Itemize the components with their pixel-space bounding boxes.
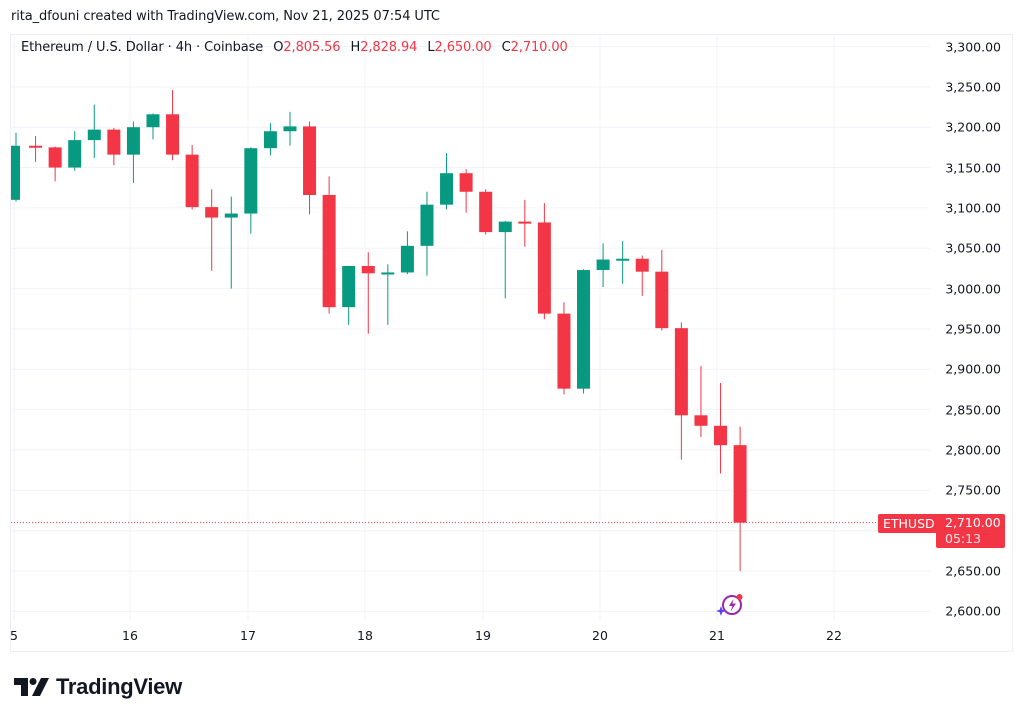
open-label: O xyxy=(273,40,284,55)
symbol-price-tag: ETHUSD xyxy=(878,514,940,533)
candle-down xyxy=(635,258,649,272)
candle-down xyxy=(714,425,728,446)
candle-down xyxy=(518,221,532,224)
candle-up xyxy=(400,245,414,273)
low-label: L xyxy=(427,40,435,55)
candle-down xyxy=(303,126,317,195)
price-tick-label: 3,250.00 xyxy=(945,79,1001,95)
symbol-title[interactable]: Ethereum / U.S. Dollar · 4h · Coinbase xyxy=(21,40,264,55)
price-tick-label: 3,200.00 xyxy=(945,119,1001,135)
candle-up xyxy=(244,148,258,214)
price-tick-label: 2,750.00 xyxy=(945,482,1001,498)
close-label: C xyxy=(501,40,511,55)
date-tick-label: 21 xyxy=(709,628,725,643)
chart-frame xyxy=(10,34,1013,652)
candle-down xyxy=(166,114,180,155)
candle-down xyxy=(107,129,121,155)
candle-down xyxy=(322,194,336,308)
candle-up xyxy=(126,127,140,155)
candle-up xyxy=(420,204,434,246)
price-tick-label: 2,900.00 xyxy=(945,361,1001,377)
candle-up xyxy=(440,173,454,205)
open-value: 2,805.56 xyxy=(283,40,341,55)
tradingview-wordmark: TradingView xyxy=(56,674,182,699)
candle-up xyxy=(616,258,630,261)
tradingview-logo-icon xyxy=(14,678,49,696)
candle-down xyxy=(655,271,669,329)
candle-up xyxy=(87,129,101,141)
price-tick-label: 2,950.00 xyxy=(945,321,1001,337)
price-tick-label: 3,150.00 xyxy=(945,160,1001,176)
price-tick-label: 3,300.00 xyxy=(945,39,1001,54)
candle-down xyxy=(674,328,688,416)
candle-down xyxy=(733,445,747,523)
high-label: H xyxy=(350,40,361,55)
candle-down xyxy=(185,154,199,208)
close-value: 2,710.00 xyxy=(510,40,568,55)
date-tick-label: 19 xyxy=(475,628,491,643)
price-tick-label: 2,850.00 xyxy=(945,402,1001,418)
price-tick-label: 2,650.00 xyxy=(945,563,1001,579)
candle-up xyxy=(263,131,277,149)
candle-down xyxy=(479,191,493,233)
low-value: 2,650.00 xyxy=(434,40,492,55)
candle-up xyxy=(11,145,20,200)
last-price-tag: 2,710.00 05:13 xyxy=(936,514,1005,548)
candle-up xyxy=(498,221,512,233)
date-tick-label: 22 xyxy=(826,628,842,643)
date-tick-label: 18 xyxy=(357,628,373,643)
candle-up xyxy=(68,140,82,168)
candle-up xyxy=(146,114,160,128)
tradingview-logo[interactable]: TradingView xyxy=(14,674,182,700)
candle-down xyxy=(205,207,219,218)
candle-down xyxy=(557,313,571,389)
chart-credit: rita_dfouni created with TradingView.com… xyxy=(11,9,440,24)
candle-down xyxy=(29,145,43,148)
date-tick-label: 20 xyxy=(592,628,608,643)
candle-up xyxy=(381,272,395,275)
candle-up xyxy=(283,126,297,132)
price-tick-label: 2,800.00 xyxy=(945,442,1001,458)
ai-spark-icon[interactable] xyxy=(715,592,745,618)
date-tick-label: 5 xyxy=(10,628,18,643)
date-tick-label: 17 xyxy=(240,628,256,643)
candle-down xyxy=(694,415,708,426)
candle-up xyxy=(596,259,610,271)
candle-up xyxy=(342,266,356,308)
price-tick-label: 3,050.00 xyxy=(945,240,1001,256)
bar-countdown: 05:13 xyxy=(945,531,982,546)
candle-down xyxy=(361,266,375,274)
date-tick-label: 16 xyxy=(122,628,138,643)
symbol-legend: Ethereum / U.S. Dollar · 4h · Coinbase O… xyxy=(21,40,568,55)
price-tick-label: 3,100.00 xyxy=(945,200,1001,216)
candle-up xyxy=(577,270,591,389)
candle-down xyxy=(459,173,473,192)
price-tick-label: 2,600.00 xyxy=(945,603,1001,619)
candle-up xyxy=(224,213,238,218)
candle-down xyxy=(537,222,551,314)
high-value: 2,828.94 xyxy=(360,40,418,55)
price-tick-label: 3,000.00 xyxy=(945,281,1001,297)
candle-down xyxy=(48,147,62,168)
last-price-value: 2,710.00 xyxy=(945,515,1001,530)
